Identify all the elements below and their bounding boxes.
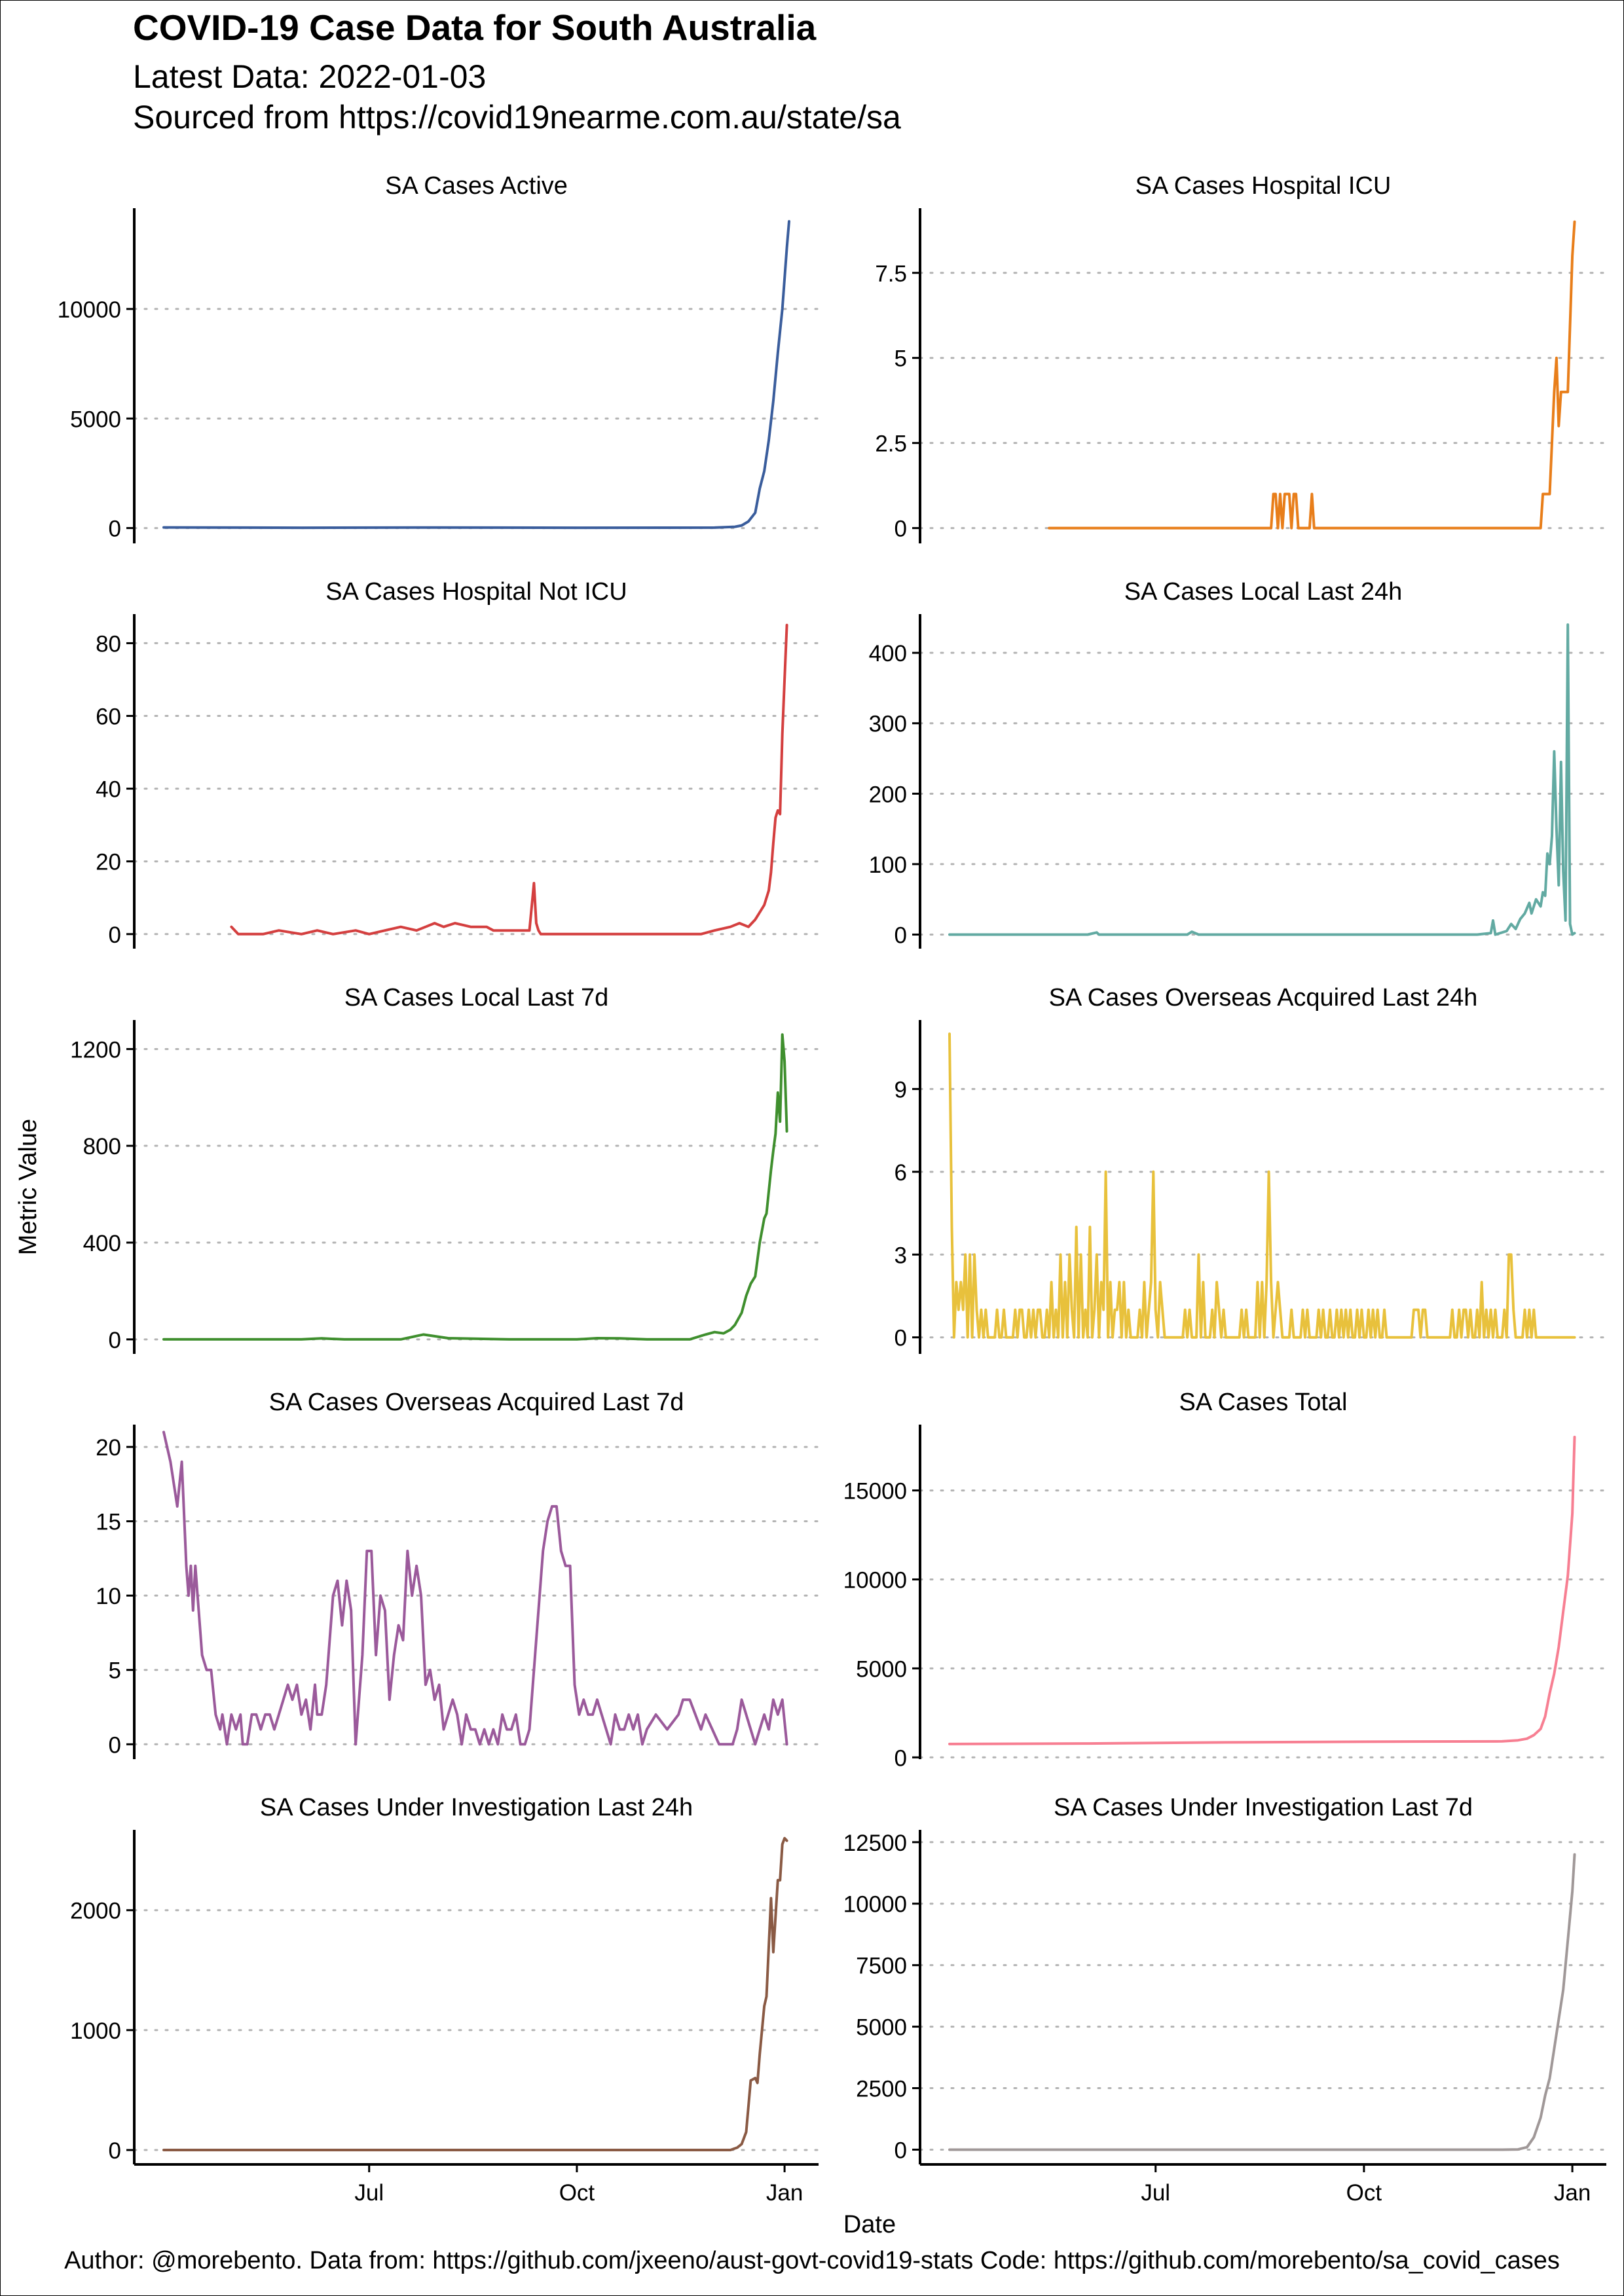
y-tick-label: 10000 <box>843 1567 907 1593</box>
series-line <box>948 1853 1576 2151</box>
panel-title: SA Cases Overseas Acquired Last 7d <box>269 1389 684 1416</box>
x-tick-label: Oct <box>1346 2180 1382 2206</box>
series-line <box>162 1836 788 2151</box>
y-tick-label: 0 <box>109 922 121 948</box>
x-tick-label: Jul <box>354 2180 384 2206</box>
panel-7: SA Cases Overseas Acquired Last 7d 0 5 10 15… <box>96 1389 820 1759</box>
panel-title: SA Cases Active <box>385 172 568 200</box>
y-axis-title: Metric Value <box>14 1119 42 1255</box>
y-tick-label: 15000 <box>843 1479 907 1504</box>
y-tick-label: 60 <box>96 704 121 730</box>
y-tick-label: 5000 <box>856 1656 907 1682</box>
y-tick-label: 0 <box>895 1745 907 1771</box>
y-tick-label: 400 <box>83 1231 121 1256</box>
y-tick-label: 5 <box>109 1658 121 1684</box>
panel-4: SA Cases Local Last 24h 0 100 200 300 400 <box>869 578 1608 949</box>
y-tick-label: 0 <box>109 517 121 542</box>
x-axis-title: Date <box>843 2211 896 2238</box>
y-tick-label: 100 <box>869 852 907 878</box>
panel-1: SA Cases Active 0 5000 10000 <box>58 172 820 543</box>
y-tick-label: 0 <box>109 1328 121 1353</box>
panel-10: SA Cases Under Investigation Last 7d 0 250… <box>843 1794 1608 2206</box>
series-line <box>1048 220 1576 530</box>
y-tick-label: 15 <box>96 1510 121 1535</box>
y-tick-label: 10000 <box>58 297 121 323</box>
panel-title: SA Cases Hospital ICU <box>1135 172 1392 200</box>
series-line <box>162 1430 788 1746</box>
panel-title: SA Cases Local Last 7d <box>344 984 608 1011</box>
y-tick-label: 9 <box>895 1077 907 1102</box>
panel-6: SA Cases Overseas Acquired Last 24h 0 3 6 9 <box>895 984 1608 1354</box>
y-tick-label: 80 <box>96 631 121 657</box>
panel-title: SA Cases Under Investigation Last 7d <box>1054 1794 1473 1821</box>
panel-title: SA Cases Hospital Not ICU <box>325 578 627 606</box>
y-tick-label: 5000 <box>856 2015 907 2041</box>
chart-subtitle-latest: Latest Data: 2022-01-03 <box>133 58 487 95</box>
y-tick-label: 0 <box>895 922 907 948</box>
series-line <box>948 1032 1576 1339</box>
panel-5: SA Cases Local Last 7d 0 400 800 1200 <box>70 984 820 1354</box>
y-tick-label: 3 <box>895 1243 907 1268</box>
y-tick-label: 5000 <box>70 407 121 432</box>
panel-title: SA Cases Local Last 24h <box>1124 578 1403 606</box>
series-line <box>948 1436 1576 1745</box>
y-tick-label: 20 <box>96 850 121 875</box>
y-tick-label: 2.5 <box>875 431 907 457</box>
y-tick-label: 40 <box>96 777 121 803</box>
y-tick-label: 0 <box>895 517 907 542</box>
panel-2: SA Cases Hospital ICU 0 2.5 5 7.5 <box>875 172 1608 543</box>
x-tick-label: Oct <box>559 2180 595 2206</box>
y-tick-label: 1000 <box>70 2018 121 2044</box>
panel-title: SA Cases Total <box>1179 1389 1347 1416</box>
panel-title: SA Cases Under Investigation Last 24h <box>260 1794 693 1821</box>
series-line <box>162 220 790 530</box>
y-tick-label: 800 <box>83 1134 121 1159</box>
y-tick-label: 5 <box>895 346 907 372</box>
x-tick-label: Jan <box>766 2180 803 2206</box>
y-tick-label: 2500 <box>856 2077 907 2102</box>
chart-subtitle-source: Sourced from https://covid19nearme.com.a… <box>133 99 901 136</box>
y-tick-label: 10000 <box>843 1892 907 1918</box>
panel-9: SA Cases Under Investigation Last 24h 0 10… <box>70 1794 820 2206</box>
y-tick-label: 7500 <box>856 1954 907 1979</box>
y-tick-label: 0 <box>895 1326 907 1351</box>
chart-caption: Author: @morebento. Data from: https://g… <box>64 2247 1560 2274</box>
y-tick-label: 0 <box>895 2138 907 2163</box>
y-tick-label: 6 <box>895 1160 907 1186</box>
y-tick-label: 0 <box>109 1732 121 1758</box>
x-tick-label: Jul <box>1141 2180 1170 2206</box>
y-tick-label: 1200 <box>70 1037 121 1063</box>
y-tick-label: 2000 <box>70 1899 121 1924</box>
panel-title: SA Cases Overseas Acquired Last 24h <box>1049 984 1478 1011</box>
panel-8: SA Cases Total 0 5000 10000 15000 <box>843 1389 1608 1771</box>
chart-title: COVID-19 Case Data for South Australia <box>133 7 817 48</box>
y-tick-label: 10 <box>96 1584 121 1609</box>
series-line <box>162 1033 788 1341</box>
series-line <box>948 623 1576 936</box>
y-tick-label: 20 <box>96 1435 121 1461</box>
panel-3: SA Cases Hospital Not ICU 0 20 40 60 80 <box>96 578 820 949</box>
y-tick-label: 400 <box>869 641 907 666</box>
x-tick-label: Jan <box>1554 2180 1591 2206</box>
y-tick-label: 7.5 <box>875 261 907 287</box>
y-tick-label: 0 <box>109 2138 121 2164</box>
y-tick-label: 300 <box>869 712 907 737</box>
y-tick-label: 12500 <box>843 1831 907 1856</box>
series-line <box>230 623 788 936</box>
y-tick-label: 200 <box>869 782 907 807</box>
